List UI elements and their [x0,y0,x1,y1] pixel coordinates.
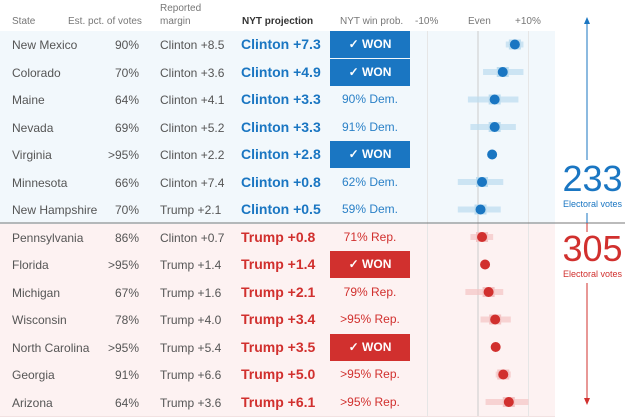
projection-dot [504,397,514,407]
arrow-down-icon [584,398,590,405]
arrow-up-icon [584,17,590,24]
projection-dot [477,232,487,242]
clinton-total: 233 [560,158,625,200]
trump-total-label: Electoral votes [560,269,625,279]
projection-dot [510,40,520,50]
projection-dot [490,122,500,132]
projection-dot [487,150,497,160]
projection-dot [490,315,500,325]
projection-dot [480,260,490,270]
projection-dot [490,95,500,105]
projection-dot [498,370,508,380]
projection-dot [484,287,494,297]
projection-dot [491,342,501,352]
trump-total: 305 [560,228,625,270]
projection-dot [477,177,487,187]
clinton-total-label: Electoral votes [560,199,625,209]
projection-dot [476,205,486,215]
projection-dot [498,67,508,77]
